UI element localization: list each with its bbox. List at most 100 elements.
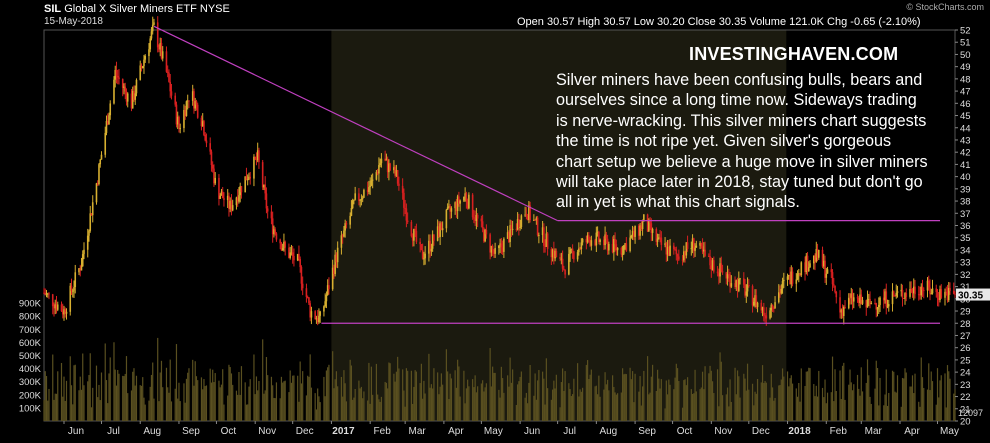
candle-body (86, 235, 89, 250)
candle-body (331, 267, 334, 290)
candle-body (319, 311, 321, 316)
candle-body (156, 22, 159, 48)
candle-body (240, 186, 243, 193)
candle-body (648, 221, 650, 232)
candle-body (796, 274, 799, 280)
candle-body (325, 294, 328, 302)
stockcharts-watermark: © StockCharts.com (906, 2, 984, 12)
trendline-downtrend (153, 25, 558, 222)
x-tick-label: May (484, 426, 503, 437)
candle-body (797, 273, 800, 275)
candle-body (585, 239, 588, 243)
candle-body (753, 301, 755, 306)
candle-body (643, 214, 645, 222)
y-tick-label: 24 (960, 368, 971, 379)
candle-body (415, 230, 418, 242)
candle-body (368, 187, 370, 192)
candle-body (491, 245, 494, 250)
candle-body (73, 287, 75, 291)
x-tick-label: Jun (68, 426, 84, 437)
candle-body (306, 296, 309, 298)
candle-body (713, 260, 715, 272)
candle-body (922, 290, 925, 292)
candle-body (921, 286, 924, 291)
candle-body (650, 223, 653, 233)
candle-body (140, 65, 143, 69)
candle-body (336, 247, 339, 263)
y-tick-label: 45 (960, 111, 971, 122)
candle-body (323, 306, 325, 312)
candle-body (204, 134, 207, 141)
candle-body (393, 167, 395, 171)
candle-body (380, 158, 383, 164)
x-tick-label: May (940, 426, 959, 437)
candle-body (56, 304, 59, 310)
candle-body (113, 79, 115, 104)
candle-body (807, 267, 810, 272)
candle-body (578, 248, 580, 253)
candle-body (840, 309, 843, 313)
y-tick-label: 51 (960, 38, 971, 49)
candle-body (695, 245, 698, 248)
candle-body (806, 255, 809, 272)
candle-body (929, 287, 931, 294)
candle-body (751, 286, 754, 306)
candle-body (344, 223, 346, 231)
candle-body (580, 242, 583, 250)
candle-body (822, 260, 825, 267)
candle-body (694, 247, 696, 251)
candle-body (832, 284, 835, 286)
candle-body (874, 303, 876, 305)
candle-body (534, 219, 536, 221)
candle-body (159, 42, 162, 50)
candle-body (230, 200, 233, 211)
candle-body (360, 198, 363, 200)
candle-body (777, 292, 780, 303)
candle-body (211, 165, 214, 169)
x-tick-label: Nov (258, 426, 276, 437)
x-tick-label: Apr (904, 426, 920, 437)
candle-body (485, 229, 488, 235)
candle-body (160, 42, 163, 59)
candle-body (655, 229, 658, 242)
candle-body (283, 241, 285, 249)
candle-body (616, 247, 619, 251)
candle-body (528, 205, 530, 221)
candle-body (701, 246, 704, 252)
candle-body (909, 289, 911, 297)
candle-body (299, 258, 301, 268)
candle-body (902, 298, 905, 300)
candle-body (490, 245, 493, 253)
candle-body (825, 273, 828, 278)
candle-body (266, 208, 269, 212)
candle-body (371, 179, 374, 181)
candle-body (424, 253, 426, 259)
y-tick-label: 25 (960, 355, 971, 366)
candle-body (571, 248, 574, 252)
candle-body (814, 255, 816, 262)
candle-body (730, 283, 733, 287)
candle-body (700, 242, 703, 247)
y-tick-label: 44 (960, 123, 971, 134)
candle-body (936, 291, 939, 299)
candle-body (861, 300, 864, 304)
x-tick-label: Oct (221, 426, 237, 437)
candle-body (254, 156, 256, 159)
candle-body (421, 250, 424, 259)
candle-body (350, 208, 353, 216)
candle-body (624, 243, 626, 246)
candle-body (641, 221, 644, 230)
candle-body (65, 311, 68, 314)
candle-body (194, 101, 197, 109)
candle-body (668, 246, 670, 256)
y-tick-label: 37 (960, 209, 971, 220)
candle-body (931, 288, 934, 294)
candle-body (914, 286, 916, 295)
candle-body (174, 95, 177, 105)
y-tick-label: 43 (960, 135, 971, 146)
candle-body (554, 250, 556, 259)
candle-body (131, 91, 134, 109)
candle-body (166, 71, 169, 73)
candle-body (815, 249, 818, 262)
